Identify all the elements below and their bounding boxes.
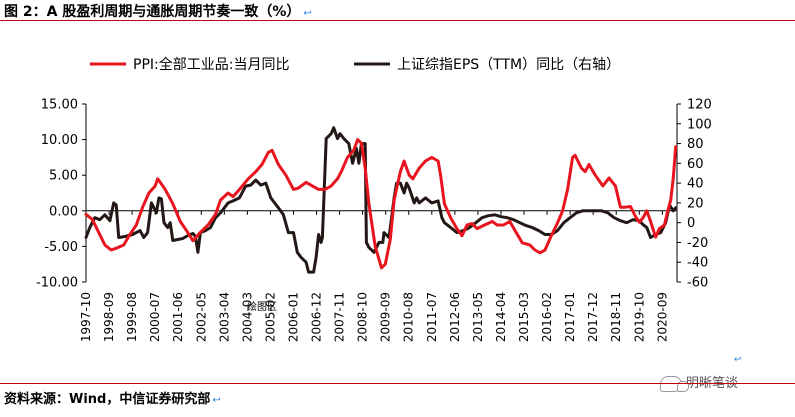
stray-return-mark-icon: ↩ [734, 355, 742, 365]
x-axis-tick-label: 2010-08 [402, 292, 416, 342]
x-axis-tick-label: 2007-11 [333, 292, 347, 342]
legend-label-ppi: PPI:全部工业品:当月同比 [133, 56, 289, 73]
x-axis-tick-label: 2012-06 [448, 292, 462, 342]
top-divider [0, 20, 795, 21]
series-line-eps [84, 126, 678, 274]
x-axis-tick-label: 2006-01 [286, 292, 300, 342]
x-axis-tick-label: 2006-12 [310, 292, 324, 342]
x-axis-tick-label: 2000-07 [148, 292, 162, 342]
bottom-divider [0, 383, 795, 384]
x-axis-tick-label: 2001-06 [171, 292, 185, 342]
plot-area-label: 绘图区 [247, 300, 277, 313]
x-axis-tick-label: 2002-05 [194, 292, 208, 342]
legend: PPI:全部工业品:当月同比 上证综指EPS（TTM）同比（右轴） [90, 56, 620, 73]
right-axis-tick-label: -60 [687, 276, 708, 291]
left-axis-tick-label: -10.00 [36, 276, 78, 291]
x-axis-tick-label: 2005-02 [263, 292, 277, 342]
tick-labels: 15.00 10.00 5.00 0.00 -5.00 -10.00 120 100 80 60 4… [36, 98, 712, 343]
series-layer [84, 126, 678, 274]
x-axis-tick-label: 2017-01 [563, 292, 577, 342]
right-axis-tick-label: 40 [687, 177, 704, 192]
right-axis-tick-label: 120 [687, 98, 712, 113]
right-axis-tick-label: 80 [687, 137, 704, 152]
left-axis-tick-label: 0.00 [49, 204, 78, 219]
right-axis-tick-label: 20 [687, 196, 704, 211]
right-axis-tick-label: -40 [687, 256, 708, 271]
right-axis-tick-label: 60 [687, 157, 704, 172]
x-axis-tick-label: 2003-04 [217, 292, 231, 342]
left-axis-tick-label: 5.00 [49, 169, 78, 184]
x-axis-tick-label: 2019-10 [632, 292, 646, 342]
figure-title-bar: 图 2：A 股盈利周期与通胀周期节奏一致（%） ↩ [0, 0, 795, 20]
right-axis-tick-label: 100 [687, 117, 712, 132]
x-axis-tick-label: 2013-05 [471, 292, 485, 342]
axes [82, 103, 681, 283]
x-axis-tick-label: 2008-10 [356, 292, 370, 342]
x-axis-tick-label: 2017-12 [586, 292, 600, 342]
x-axis-tick-label: 2020-09 [655, 292, 669, 342]
x-axis-tick-label: 2011-07 [425, 292, 439, 342]
source-text: 资料来源：Wind，中信证券研究部 [4, 392, 211, 407]
x-axis-tick-label: 2009-09 [379, 292, 393, 342]
left-axis-tick-label: 15.00 [41, 98, 78, 113]
series-line-ppi [84, 138, 678, 270]
source-return-mark-icon: ↩ [212, 395, 221, 406]
source-note: 资料来源：Wind，中信证券研究部 ↩ [4, 388, 221, 407]
legend-label-eps: 上证综指EPS（TTM）同比（右轴） [397, 57, 620, 73]
x-axis-tick-label: 1998-09 [102, 292, 116, 342]
x-axis-tick-label: 2004-03 [240, 292, 254, 342]
right-axis-tick-label: -20 [687, 236, 708, 251]
x-axis-tick-label: 2015-03 [517, 292, 531, 342]
watermark: 明晰笔谈 [660, 372, 738, 392]
left-axis-tick-label: 10.00 [41, 133, 78, 148]
figure-title-text: 图 2：A 股盈利周期与通胀周期节奏一致（%） [4, 4, 301, 20]
x-axis-tick-label: 2014-04 [494, 292, 508, 342]
right-axis-tick-label: 0 [687, 216, 695, 231]
x-axis-tick-label: 2018-11 [609, 292, 623, 342]
x-axis-tick-label: 2016-02 [540, 292, 554, 342]
return-mark-icon: ↩ [303, 8, 312, 19]
x-axis-tick-label: 1999-08 [125, 292, 139, 342]
figure-title: 图 2：A 股盈利周期与通胀周期节奏一致（%） ↩ [4, 1, 312, 21]
left-axis-tick-label: -5.00 [44, 240, 78, 255]
x-axis-tick-label: 1997-10 [79, 292, 93, 342]
